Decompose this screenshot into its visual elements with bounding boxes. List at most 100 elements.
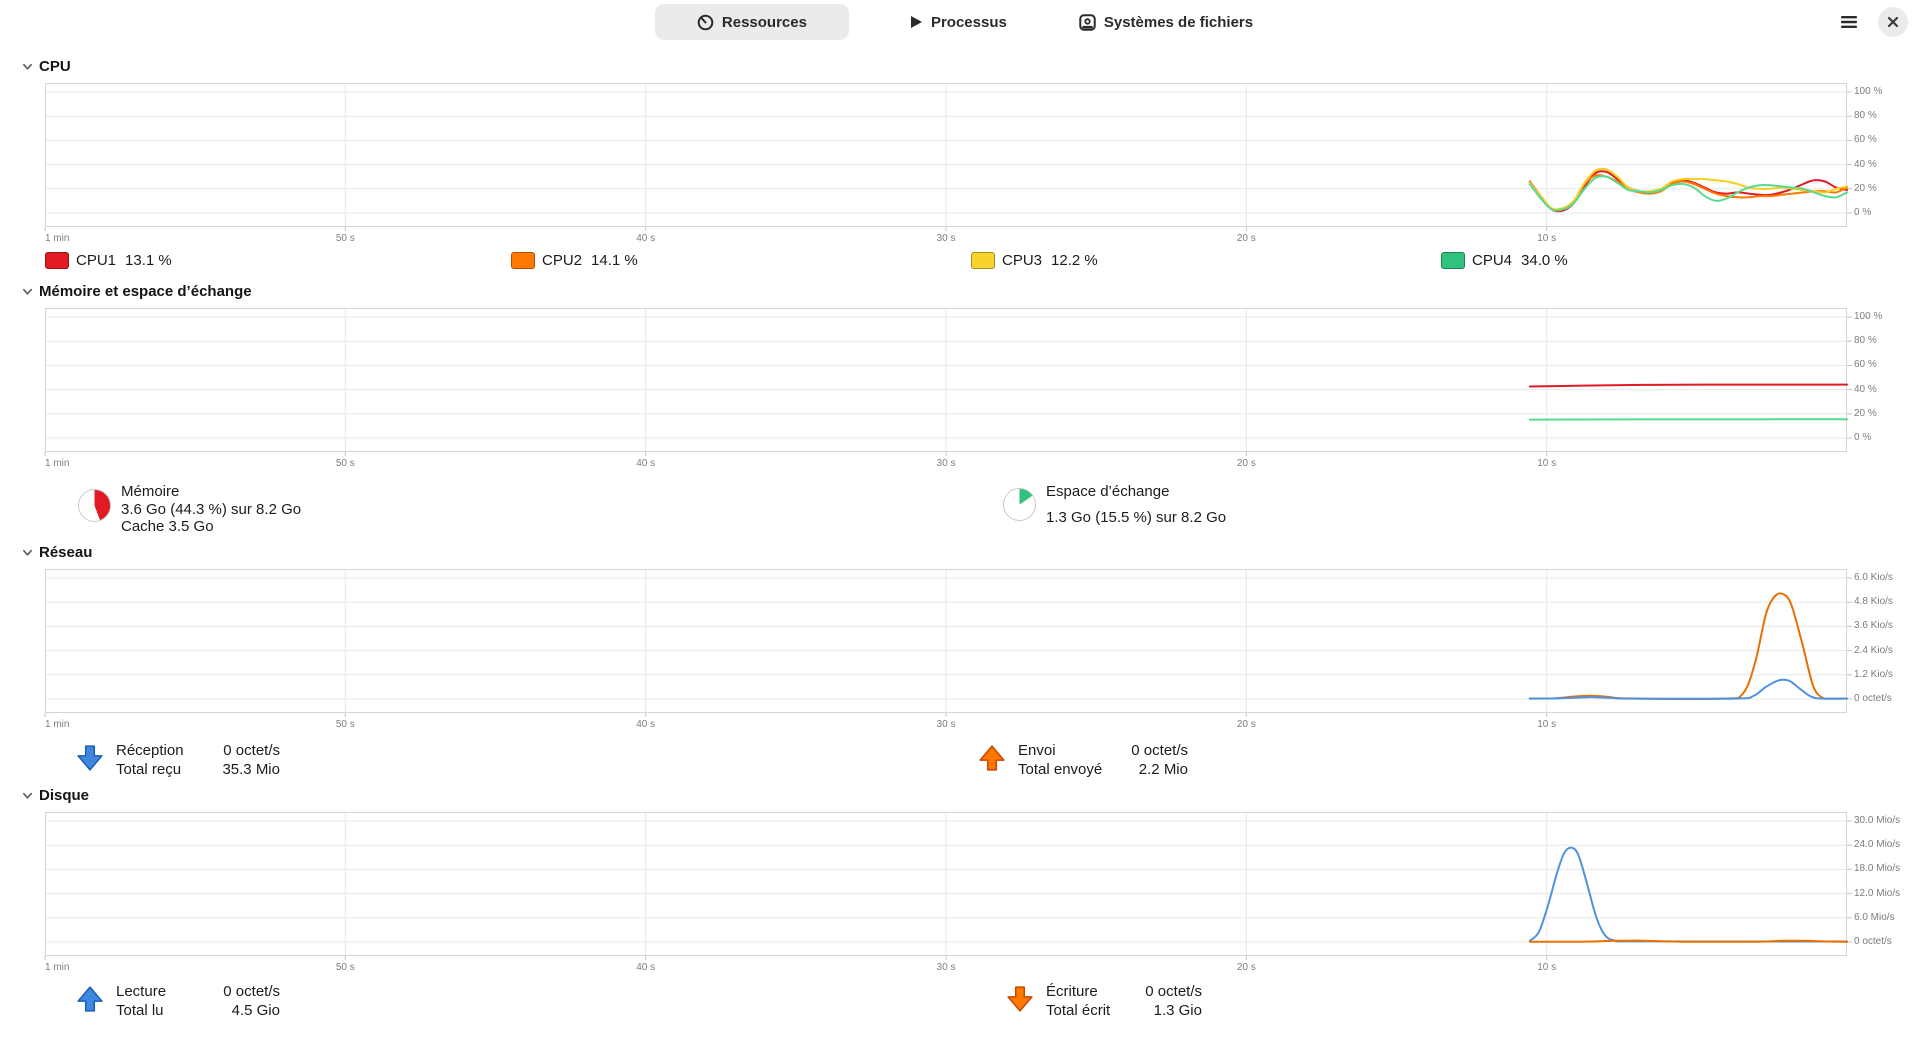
tab-ressources[interactable]: Ressources <box>654 4 849 40</box>
x-axis-tick-label: 30 s <box>936 719 956 730</box>
chevron-down-icon <box>23 549 32 556</box>
tab-processus[interactable]: Processus <box>897 4 1019 40</box>
cpu4-color-swatch <box>1441 251 1465 269</box>
y-axis-tick-label: 6.0 Kio/s <box>1854 572 1893 583</box>
x-axis-tick-label: 10 s <box>1537 458 1557 469</box>
y-axis-tick-label: 12.0 Mio/s <box>1854 887 1901 899</box>
sent-total: 2.2 Mio <box>1138 761 1188 778</box>
cpu-section-expander[interactable]: CPU <box>22 56 71 76</box>
x-axis-tick-label: 40 s <box>636 458 656 469</box>
memory-section-expander[interactable]: Mémoire et espace d’échange <box>22 281 252 301</box>
close-icon <box>1887 16 1899 28</box>
y-axis-tick-label: 3.6 Kio/s <box>1854 620 1893 632</box>
swap-pie-icon <box>1003 488 1036 521</box>
x-axis-tick-label: 50 s <box>335 233 355 244</box>
x-axis-tick-label: 50 s <box>335 458 355 469</box>
read-arrow-icon <box>77 986 103 1012</box>
section-title-memory: Mémoire et espace d’échange <box>39 282 252 300</box>
y-axis-tick-label: 0 octet/s <box>1854 693 1892 704</box>
x-axis-tick-label: 50 s <box>335 719 355 730</box>
y-axis-tick-label: 40 % <box>1854 158 1877 170</box>
memory-cache: Cache 3.5 Go <box>121 518 214 536</box>
tab-label: Systèmes de fichiers <box>1103 13 1254 31</box>
x-axis-tick-label: 40 s <box>636 962 656 973</box>
network-section-expander[interactable]: Réseau <box>22 542 92 562</box>
x-axis-tick-label: 1 min <box>45 719 70 730</box>
x-axis-tick-label: 20 s <box>1236 458 1256 469</box>
y-axis-tick-label: 40 % <box>1854 383 1877 395</box>
y-axis-tick-label: 1.2 Kio/s <box>1854 668 1893 680</box>
read-label: Lecture <box>116 983 167 1000</box>
tab-label: Ressources <box>721 13 807 31</box>
disk-write-legend: Écriture 0 octet/s Total écrit 1.3 Gio <box>1006 982 1202 1020</box>
x-axis-tick-label: 10 s <box>1537 233 1557 244</box>
x-axis-tick-label: 20 s <box>1236 233 1256 244</box>
swap-legend-item: Espace d’échange 1.3 Go (15.5 %) sur 8.2… <box>1003 483 1226 526</box>
y-axis-tick-label: 60 % <box>1854 359 1877 371</box>
tab-systemes-de-fichiers[interactable]: Systèmes de fichiers <box>1067 4 1265 40</box>
x-axis-tick-label: 1 min <box>45 962 70 973</box>
chevron-down-icon <box>23 792 32 799</box>
cpu4-label: CPU4 <box>1472 251 1513 269</box>
write-label: Écriture <box>1046 983 1098 1000</box>
receive-label: Réception <box>116 742 184 759</box>
memory-label: Mémoire <box>121 483 180 500</box>
read-total: 4.5 Gio <box>231 1002 280 1019</box>
x-axis-tick-label: 40 s <box>636 719 656 730</box>
chevron-down-icon <box>23 63 32 70</box>
play-icon <box>910 16 922 28</box>
disk-history-chart <box>44 812 1852 960</box>
x-axis-tick-label: 20 s <box>1236 962 1256 973</box>
y-axis-tick-label: 100 % <box>1854 311 1883 322</box>
disk-section-expander[interactable]: Disque <box>22 785 89 805</box>
x-axis-tick-label: 20 s <box>1236 719 1256 730</box>
read-rate: 0 octet/s <box>223 983 280 1000</box>
x-axis-tick-label: 10 s <box>1537 719 1557 730</box>
received-total-label: Total reçu <box>116 761 182 778</box>
write-rate: 0 octet/s <box>1145 983 1202 1000</box>
close-window-button[interactable] <box>1878 7 1908 37</box>
network-history-chart <box>44 569 1852 717</box>
cpu1-label: CPU1 <box>76 251 117 269</box>
cpu1-color-swatch <box>45 251 69 269</box>
swap-usage: 1.3 Go (15.5 %) sur 8.2 Go <box>1046 508 1227 526</box>
y-axis-tick-label: 6.0 Mio/s <box>1854 911 1895 923</box>
y-axis-tick-label: 30.0 Mio/s <box>1854 815 1901 826</box>
cpu3-value: 12.2 % <box>1051 251 1098 269</box>
memory-usage: 3.6 Go (44.3 %) sur 8.2 Go <box>121 500 302 518</box>
cpu2-label: CPU2 <box>542 251 583 269</box>
sent-total-label: Total envoyé <box>1018 761 1103 778</box>
write-arrow-icon <box>1007 986 1033 1012</box>
read-total-label: Total lu <box>116 1002 164 1019</box>
cpu2-value: 14.1 % <box>591 251 638 269</box>
tab-label: Processus <box>930 13 1007 31</box>
x-axis-tick-label: 30 s <box>936 962 956 973</box>
memory-pie-icon <box>78 489 111 522</box>
window-controls <box>1834 0 1920 44</box>
section-title-cpu: CPU <box>39 57 71 75</box>
gauge-icon <box>697 14 714 30</box>
y-axis-tick-label: 100 % <box>1854 86 1883 97</box>
x-axis-tick-label: 1 min <box>45 233 70 244</box>
y-axis-tick-label: 18.0 Mio/s <box>1854 863 1901 875</box>
cpu2-color-swatch <box>511 251 535 269</box>
write-total: 1.3 Gio <box>1153 1002 1202 1019</box>
cpu-history-chart <box>44 83 1852 231</box>
headerbar: Ressources Processus Systèmes de fichier… <box>0 0 1920 44</box>
cpu3-legend-item: CPU3 12.2 % <box>971 248 1098 272</box>
cpu1-legend-item: CPU1 13.1 % <box>45 248 172 272</box>
memory-legend-item: Mémoire 3.6 Go (44.3 %) sur 8.2 Go Cache… <box>78 483 301 536</box>
section-title-disk: Disque <box>39 786 90 804</box>
cpu3-color-swatch <box>971 251 995 269</box>
receive-rate: 0 octet/s <box>223 742 280 759</box>
send-rate: 0 octet/s <box>1131 742 1188 759</box>
cpu3-label: CPU3 <box>1002 251 1043 269</box>
cpu4-legend-item: CPU4 34.0 % <box>1441 248 1568 272</box>
hamburger-menu-button[interactable] <box>1834 7 1864 37</box>
network-receive-legend: Réception 0 octet/s Total reçu 35.3 Mio <box>76 741 280 779</box>
hamburger-menu-icon <box>1841 16 1857 28</box>
x-axis-tick-label: 1 min <box>45 458 70 469</box>
y-axis-tick-label: 0 octet/s <box>1854 936 1892 947</box>
x-axis-tick-label: 30 s <box>936 458 956 469</box>
